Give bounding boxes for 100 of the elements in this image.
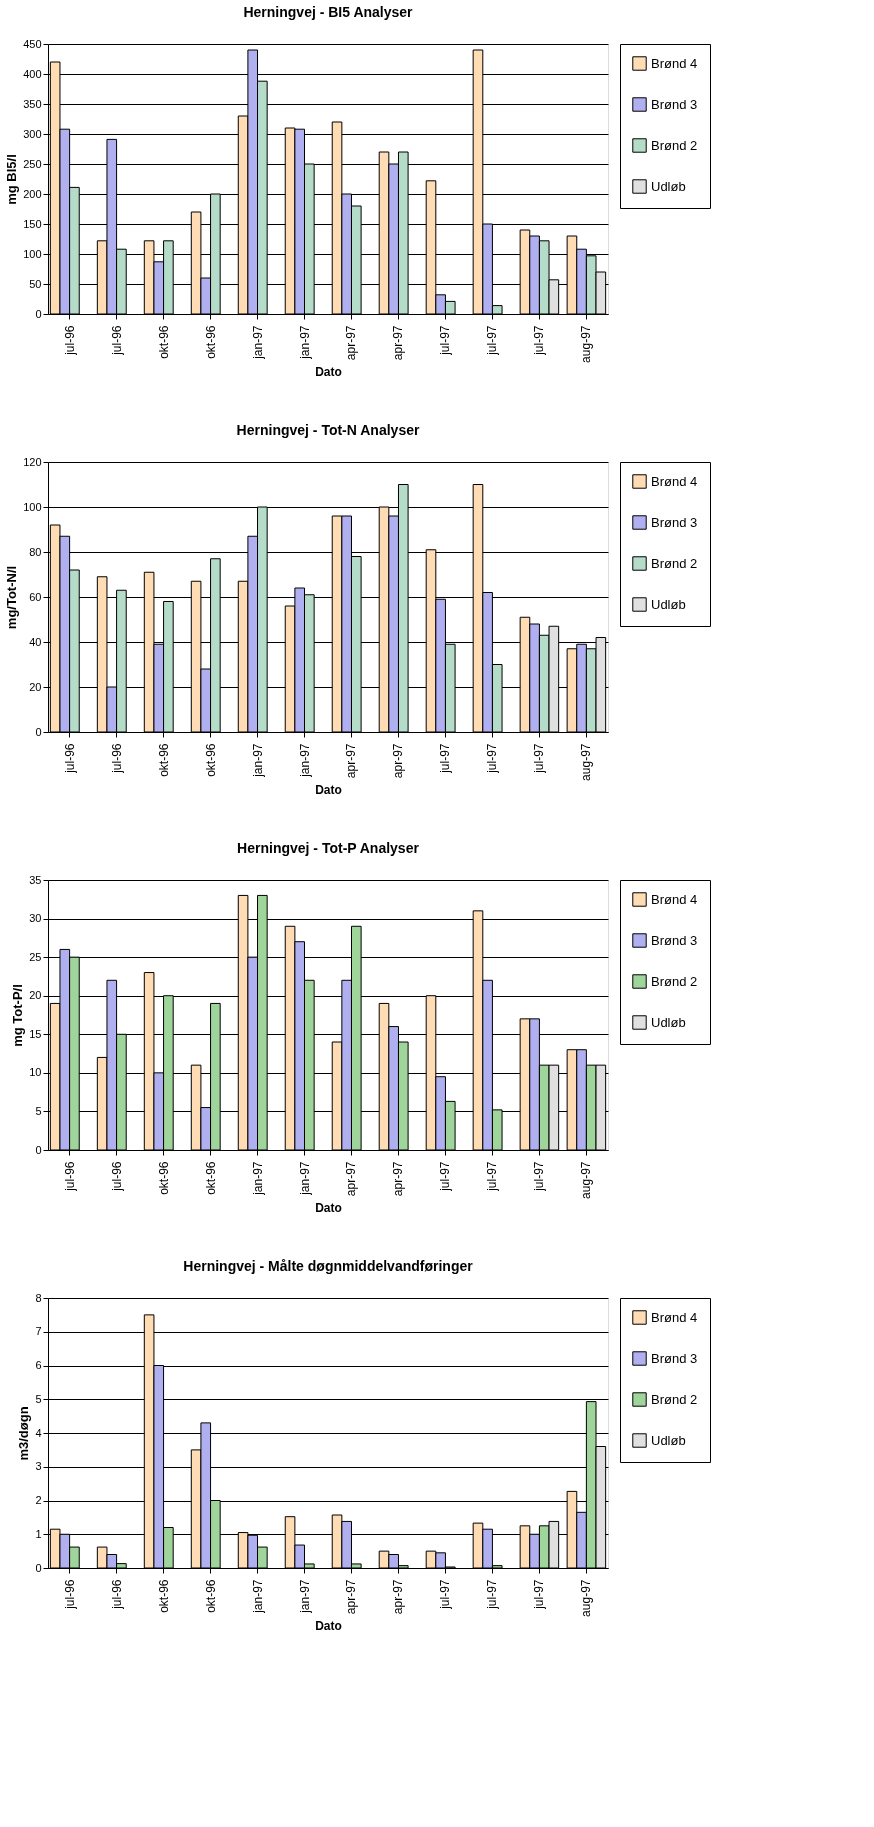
- y-tick-label: 0: [35, 1561, 42, 1574]
- y-tick-label: 350: [23, 97, 42, 110]
- x-tick-label: aug-97: [579, 1579, 594, 1617]
- legend-label: Udløb: [651, 178, 686, 194]
- x-tick-label: jul-97: [438, 1579, 453, 1610]
- y-tick-label: 35: [29, 873, 42, 886]
- x-tick-label: jan-97: [297, 743, 312, 778]
- x-tick-label: jan-97: [297, 325, 312, 360]
- x-tick-label: jul-96: [62, 1579, 77, 1610]
- x-tick-label: okt-96: [156, 1579, 171, 1613]
- y-tick-label: 20: [29, 989, 42, 1002]
- legend-label: Brønd 4: [651, 55, 698, 71]
- y-tick-label: 1: [35, 1527, 42, 1540]
- x-tick-label: apr-97: [391, 1161, 406, 1197]
- x-tick-label: apr-97: [344, 1579, 359, 1615]
- x-tick-label: apr-97: [391, 743, 406, 779]
- legend-label: Udløb: [651, 1432, 686, 1448]
- x-tick-label: apr-97: [344, 1161, 359, 1197]
- y-tick-label: 0: [35, 1143, 42, 1156]
- x-tick-label: jul-96: [109, 743, 124, 774]
- x-tick-label: jan-97: [250, 743, 265, 778]
- x-tick-label: jan-97: [250, 325, 265, 360]
- x-tick-label: jul-97: [485, 1161, 500, 1192]
- y-tick-label: 3: [35, 1460, 42, 1473]
- y-tick-label: 4: [35, 1426, 42, 1439]
- legend-label: Brønd 3: [651, 96, 698, 112]
- x-tick-label: jan-97: [250, 1579, 265, 1614]
- y-tick-label: 250: [23, 157, 42, 170]
- x-tick-label: jan-97: [297, 1579, 312, 1614]
- x-tick-label: okt-96: [203, 743, 218, 777]
- y-axis-title: m3/døgn: [16, 1406, 32, 1461]
- y-axis-title: mg BI5/l: [4, 154, 20, 205]
- x-tick-label: jul-97: [438, 1161, 453, 1192]
- y-tick-label: 100: [23, 247, 42, 260]
- legend-label: Brønd 3: [651, 1350, 698, 1366]
- x-tick-label: jul-96: [62, 1161, 77, 1192]
- legend-label: Brønd 2: [651, 1391, 698, 1407]
- y-tick-label: 100: [23, 500, 42, 513]
- legend-label: Brønd 2: [651, 973, 698, 989]
- legend-label: Brønd 3: [651, 932, 698, 948]
- legend-label: Brønd 2: [651, 555, 698, 571]
- x-axis-title: Dato: [315, 1200, 342, 1215]
- x-tick-label: jul-97: [485, 325, 500, 356]
- x-tick-label: apr-97: [391, 325, 406, 361]
- x-tick-label: jul-96: [62, 743, 77, 774]
- x-tick-label: jul-96: [109, 1161, 124, 1192]
- y-tick-label: 200: [23, 187, 42, 200]
- legend-label: Brønd 4: [651, 473, 698, 489]
- y-tick-label: 6: [35, 1359, 42, 1371]
- y-tick-label: 40: [29, 635, 42, 648]
- y-tick-label: 50: [29, 277, 42, 290]
- y-tick-label: 30: [29, 912, 42, 925]
- x-tick-label: aug-97: [579, 325, 594, 363]
- legend-label: Udløb: [651, 596, 686, 612]
- y-tick-label: 120: [23, 455, 42, 468]
- x-tick-label: okt-96: [203, 1579, 218, 1613]
- y-tick-label: 5: [35, 1392, 42, 1405]
- y-tick-label: 8: [35, 1291, 42, 1304]
- y-tick-label: 2: [35, 1494, 42, 1506]
- x-tick-label: apr-97: [344, 743, 359, 779]
- x-tick-label: jul-97: [532, 1161, 547, 1192]
- chart-title: Herningvej - Målte døgnmiddelvandføringer: [183, 1258, 474, 1274]
- chart-title: Herningvej - Tot-P Analyser: [237, 840, 420, 856]
- legend-label: Udløb: [651, 1014, 686, 1030]
- y-tick-label: 450: [23, 37, 42, 50]
- x-tick-label: jul-97: [438, 743, 453, 774]
- x-tick-label: jul-97: [485, 743, 500, 774]
- x-tick-label: jul-97: [532, 743, 547, 774]
- x-tick-label: apr-97: [344, 325, 359, 361]
- chart-title: Herningvej - Tot-N Analyser: [236, 422, 420, 438]
- x-tick-label: jan-97: [297, 1161, 312, 1196]
- x-tick-label: okt-96: [203, 325, 218, 359]
- x-axis-title: Dato: [315, 1618, 342, 1633]
- x-tick-label: aug-97: [579, 743, 594, 781]
- y-axis-title: mg/Tot-N/l: [4, 565, 20, 630]
- legend-label: Brønd 2: [651, 137, 698, 153]
- y-tick-label: 400: [23, 67, 42, 80]
- x-tick-label: jul-96: [109, 1579, 124, 1610]
- x-tick-label: jul-96: [62, 325, 77, 356]
- y-tick-label: 10: [29, 1066, 42, 1079]
- x-tick-label: jul-97: [532, 325, 547, 356]
- x-tick-label: jul-96: [109, 325, 124, 356]
- y-tick-label: 0: [35, 725, 42, 738]
- x-tick-label: jul-97: [532, 1579, 547, 1610]
- x-tick-label: jan-97: [250, 1161, 265, 1196]
- y-tick-label: 60: [29, 590, 42, 603]
- y-tick-label: 7: [35, 1325, 42, 1338]
- chart-title: Herningvej - BI5 Analyser: [243, 4, 414, 20]
- x-tick-label: okt-96: [156, 743, 171, 777]
- y-tick-label: 300: [23, 127, 42, 140]
- x-tick-label: apr-97: [391, 1579, 406, 1615]
- x-tick-label: jul-97: [485, 1579, 500, 1610]
- y-tick-label: 80: [29, 545, 42, 558]
- legend-label: Brønd 3: [651, 514, 698, 530]
- x-axis-title: Dato: [315, 782, 342, 797]
- legend-label: Brønd 4: [651, 891, 698, 907]
- y-tick-label: 150: [23, 217, 42, 230]
- legend-label: Brønd 4: [651, 1309, 698, 1325]
- x-tick-label: jul-97: [438, 325, 453, 356]
- y-tick-label: 25: [29, 950, 42, 963]
